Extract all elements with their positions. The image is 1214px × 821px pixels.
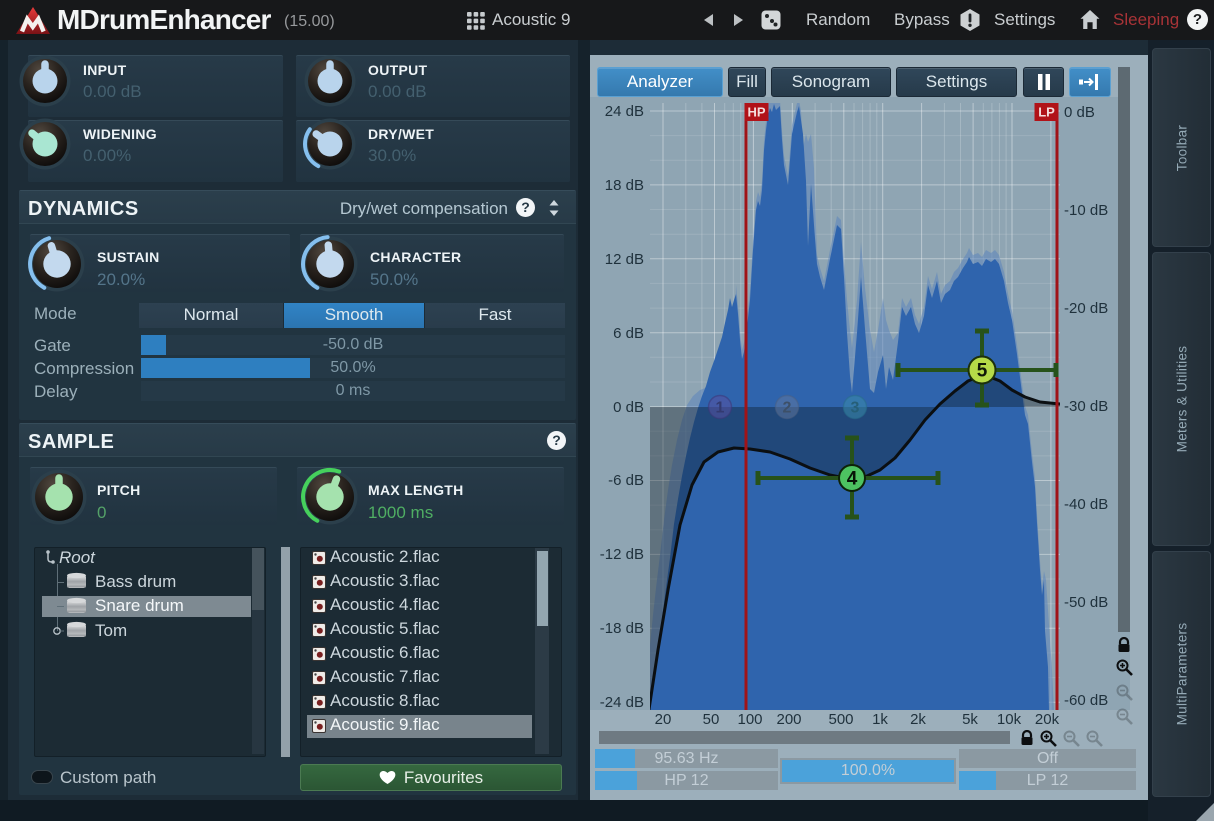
svg-text:3: 3 xyxy=(851,400,860,417)
svg-text:1: 1 xyxy=(716,400,725,417)
svg-text:2: 2 xyxy=(783,400,792,417)
svg-text:5: 5 xyxy=(977,361,988,382)
svg-text:4: 4 xyxy=(847,469,858,490)
svg-text:LP: LP xyxy=(1038,105,1055,120)
svg-text:HP: HP xyxy=(747,105,765,120)
